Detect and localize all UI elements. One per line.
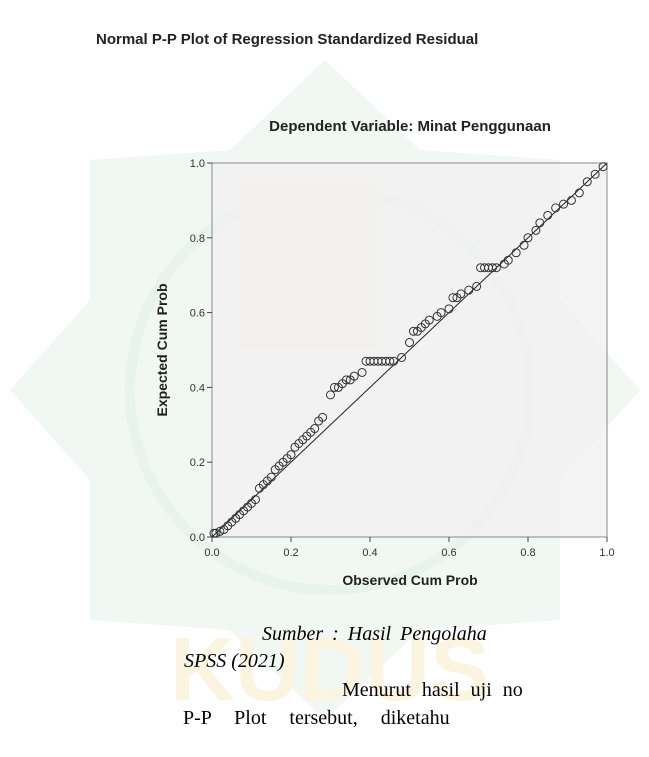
- y-axis-label: Expected Cum Prob: [154, 283, 170, 416]
- y-tick-label: 1.0: [190, 158, 205, 170]
- y-tick-label: 0.2: [190, 457, 205, 469]
- caption: SPSS (2021): [184, 650, 285, 672]
- chart-title: Normal P-P Plot of Regression Standardiz…: [96, 31, 478, 48]
- y-tick-label: 0.8: [190, 233, 205, 245]
- x-tick-label: 0.4: [362, 547, 377, 559]
- page: { "chart_data": { "type": "scatter", "ti…: [0, 0, 649, 757]
- x-tick-label: 0.8: [520, 547, 535, 559]
- y-tick-label: 0.6: [190, 308, 205, 320]
- x-tick-label: 0.2: [283, 547, 298, 559]
- x-tick-label: 0.6: [441, 547, 456, 559]
- y-tick-label: 0.4: [190, 382, 205, 394]
- chart-subtitle: Dependent Variable: Minat Penggunaan: [269, 118, 551, 135]
- y-tick-label: 0.0: [190, 532, 205, 544]
- x-axis-label: Observed Cum Prob: [342, 572, 477, 588]
- x-tick-label: 0.0: [204, 547, 219, 559]
- x-tick-label: 1.0: [599, 547, 614, 559]
- document-page: KUDUS Normal P-P Plot of Regression Stan…: [0, 0, 649, 757]
- paragraph-line: Menurut hasil uji no: [342, 679, 523, 701]
- paragraph-line: P-P Plot tersebut, diketahu: [183, 707, 450, 729]
- caption: Sumber : Hasil Pengolaha: [262, 623, 487, 645]
